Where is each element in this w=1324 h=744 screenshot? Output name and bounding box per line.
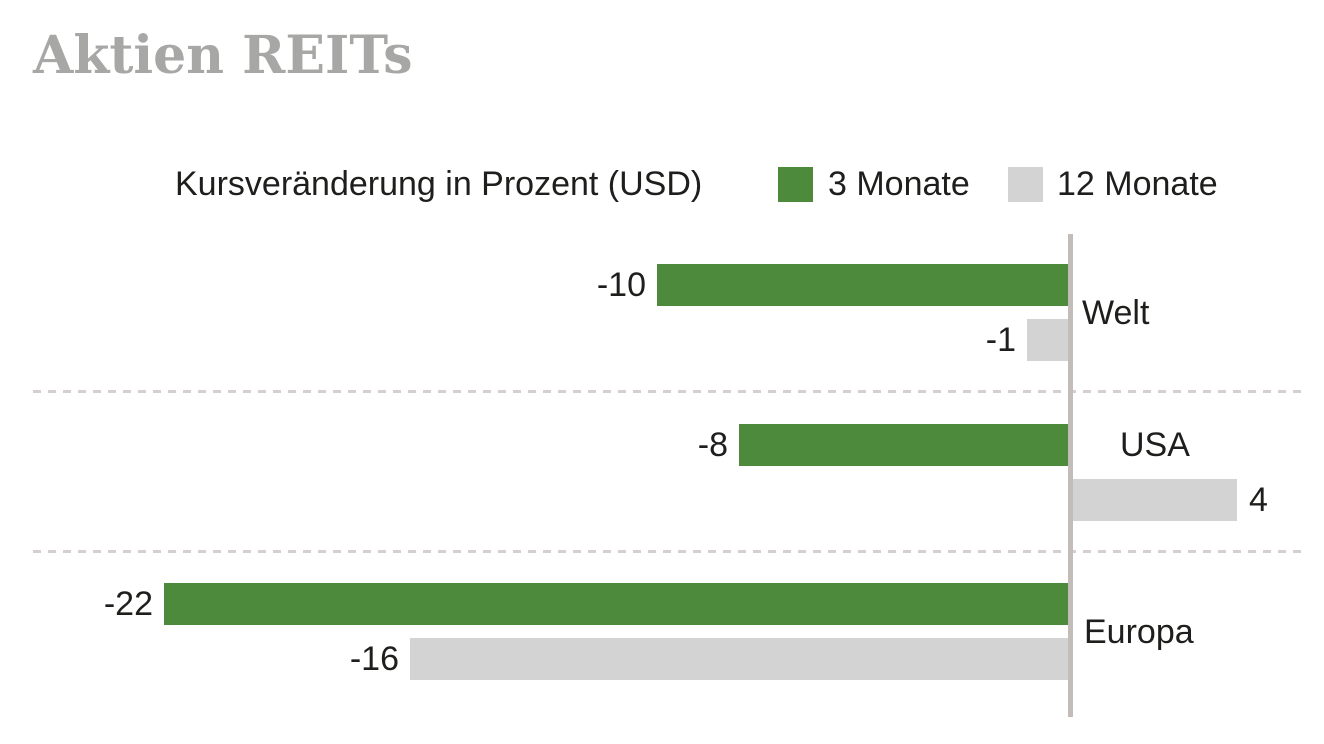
legend-swatch-12-monate: [1008, 167, 1043, 202]
legend-label-12-monate: 12 Monate: [1057, 165, 1218, 203]
value-label-europa-12-monate: -16: [349, 640, 399, 678]
zero-axis-line: [1068, 234, 1073, 717]
bar-europa-12-monate: [410, 638, 1068, 680]
category-separator-line: [33, 550, 1301, 553]
category-label-usa: USA: [1120, 426, 1190, 464]
value-label-usa-3-monate: -8: [697, 426, 728, 464]
value-label-usa-12-monate: 4: [1249, 481, 1268, 519]
bar-usa-3-monate: [739, 424, 1068, 466]
legend-label-3-monate: 3 Monate: [828, 165, 970, 203]
category-label-europa: Europa: [1084, 613, 1194, 651]
chart-subtitle: Kursveränderung in Prozent (USD): [175, 165, 703, 203]
bar-welt-3-monate: [657, 264, 1068, 306]
bar-usa-12-monate: [1073, 479, 1237, 521]
category-label-welt: Welt: [1082, 294, 1150, 332]
bar-europa-3-monate: [164, 583, 1068, 625]
value-label-europa-3-monate: -22: [103, 585, 153, 623]
category-separator-line: [33, 390, 1301, 393]
value-label-welt-3-monate: -10: [596, 266, 646, 304]
legend-swatch-3-monate: [778, 167, 813, 202]
bar-welt-12-monate: [1027, 319, 1068, 361]
chart-title: Aktien REITs: [33, 25, 413, 86]
value-label-welt-12-monate: -1: [985, 321, 1016, 359]
